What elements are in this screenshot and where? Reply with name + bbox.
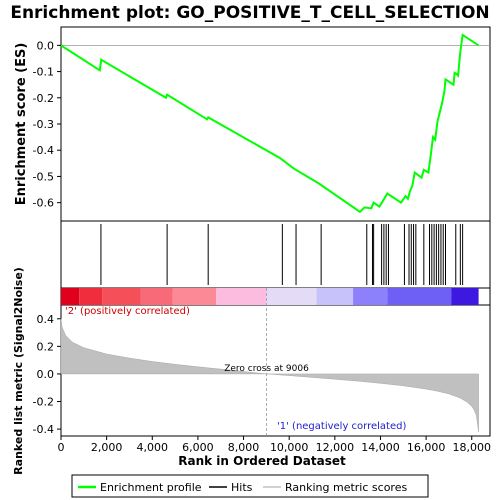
metric-y-tick-label: -0.4 [33,423,54,436]
heat-segment [451,288,479,305]
x-tick-label: 12,000 [316,441,355,454]
es-y-tick-label: 0.0 [37,39,55,52]
heat-segment [216,288,267,305]
metric-y-tick-label: 0.0 [37,368,55,381]
legend-hits-label: Hits [231,481,253,494]
hits-markers [100,224,464,285]
enrichment-profile-line [60,33,480,214]
heat-segment [266,288,317,305]
metric-y-tick-label: 0.4 [37,313,55,326]
x-tick-label: 8,000 [228,441,260,454]
legend-metric-label: Ranking metric scores [285,481,407,494]
chart-title: Enrichment plot: GO_POSITIVE_T_CELL_SELE… [10,3,489,23]
es-y-tick-label: -0.2 [33,92,54,105]
negative-correlation-label: '1' (negatively correlated) [277,421,406,432]
es-y-tick-label: -0.1 [33,66,54,79]
x-tick-label: 6,000 [182,441,214,454]
x-tick-label: 14,000 [361,441,400,454]
zero-cross-label: Zero cross at 9006 [224,364,309,374]
x-tick-label: 0 [58,441,65,454]
heat-segment [61,288,80,305]
x-tick-label: 2,000 [91,441,123,454]
es-y-axis-label: Enrichment score (ES) [14,43,29,206]
x-tick-label: 4,000 [137,441,169,454]
heat-segment [140,288,173,305]
rank-heat-bar [61,288,479,305]
es-y-axis: 0.0 -0.1 -0.2 -0.3 -0.4 -0.5 -0.6 [33,39,61,210]
metric-y-tick-label: -0.2 [33,396,54,409]
metric-y-axis-label: Ranked list metric (Signal2Noise) [12,267,25,475]
ranking-metric-area [60,318,479,432]
heat-segment [172,288,217,305]
es-y-tick-label: -0.6 [33,197,54,210]
heat-segment [316,288,354,305]
x-tick-label: 18,000 [452,441,491,454]
x-axis-label: Rank in Ordered Dataset [178,454,346,468]
x-tick-label: 16,000 [407,441,446,454]
metric-y-axis: 0.4 0.2 0.0 -0.2 -0.4 [33,313,61,436]
es-y-tick-label: -0.3 [33,118,54,131]
es-y-tick-label: -0.4 [33,144,54,157]
legend-box [71,474,429,498]
x-axis: 0 2,000 4,000 6,000 8,000 10,000 12,000 14,000 1… [58,436,491,454]
es-y-tick-label: -0.5 [33,170,54,183]
heat-segment [387,288,452,305]
heat-segment [102,288,141,305]
heat-segment [353,288,388,305]
heat-segment [79,288,103,305]
x-tick-label: 10,000 [270,441,309,454]
metric-y-tick-label: 0.2 [37,340,55,353]
hits-panel-frame [60,220,491,289]
positive-correlation-label: '2' (positively correlated) [65,306,190,317]
es-panel-frame [60,26,491,222]
legend-enrichment-label: Enrichment profile [100,481,202,494]
